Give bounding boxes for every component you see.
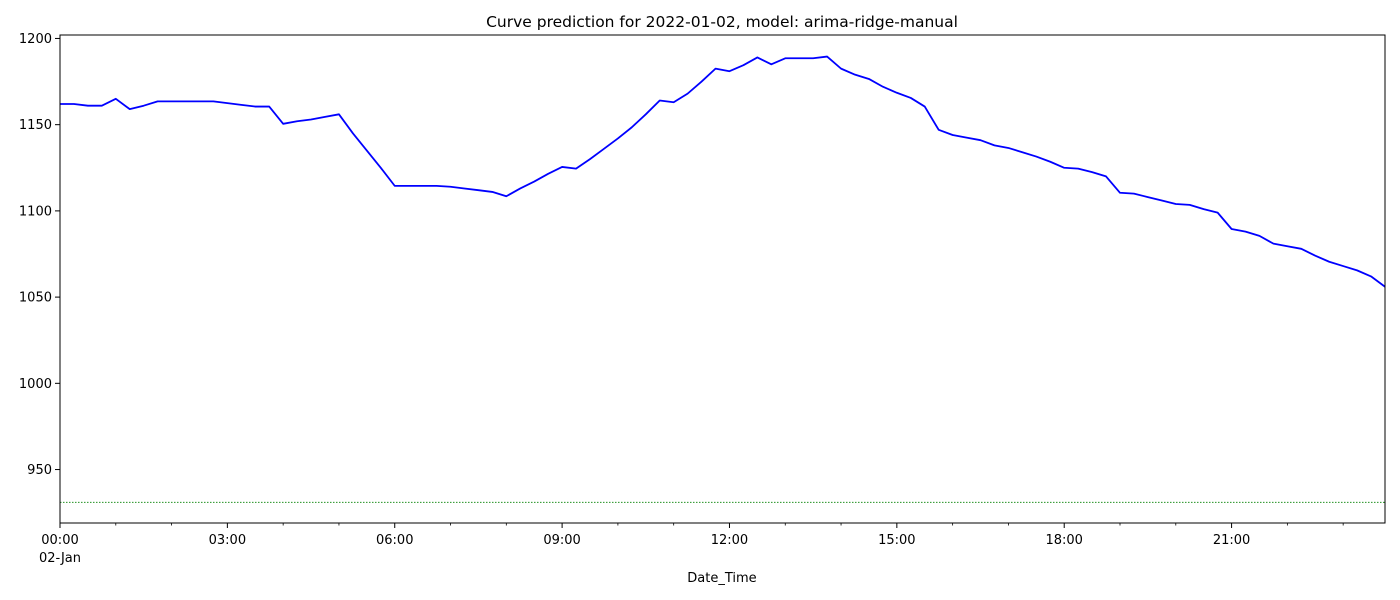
y-tick-label: 1150: [19, 118, 52, 133]
chart-title: Curve prediction for 2022-01-02, model: …: [486, 13, 958, 31]
x-tick-label: 09:00: [543, 533, 580, 548]
x-tick-label: 15:00: [878, 533, 915, 548]
x-tick-label: 00:00: [41, 533, 78, 548]
x-tick-label: 18:00: [1045, 533, 1082, 548]
series-layer: [60, 55, 1386, 503]
x-tick-label: 12:00: [711, 533, 748, 548]
y-tick-label: 1200: [19, 32, 52, 47]
y-tick-label: 1050: [19, 291, 52, 306]
y-tick-label: 950: [27, 463, 52, 478]
x-axis-date-label: 02-Jan: [39, 551, 81, 566]
x-tick-label: 03:00: [209, 533, 246, 548]
y-axis: 950 1000 1050 1100 1150 1200: [19, 32, 60, 478]
x-axis: 00:00 03:00 06:00 09:00 12:00 15:00 18:00 21:00: [41, 523, 1344, 548]
series-line-1: [60, 55, 1386, 288]
plot-frame: [59, 34, 1386, 524]
x-axis-label: Date_Time: [687, 571, 756, 586]
plot-area: [59, 34, 1386, 524]
y-tick-label: 1000: [19, 377, 52, 392]
x-tick-label: 21:00: [1213, 533, 1250, 548]
x-tick-label: 06:00: [376, 533, 413, 548]
y-tick-label: 1100: [19, 204, 52, 219]
